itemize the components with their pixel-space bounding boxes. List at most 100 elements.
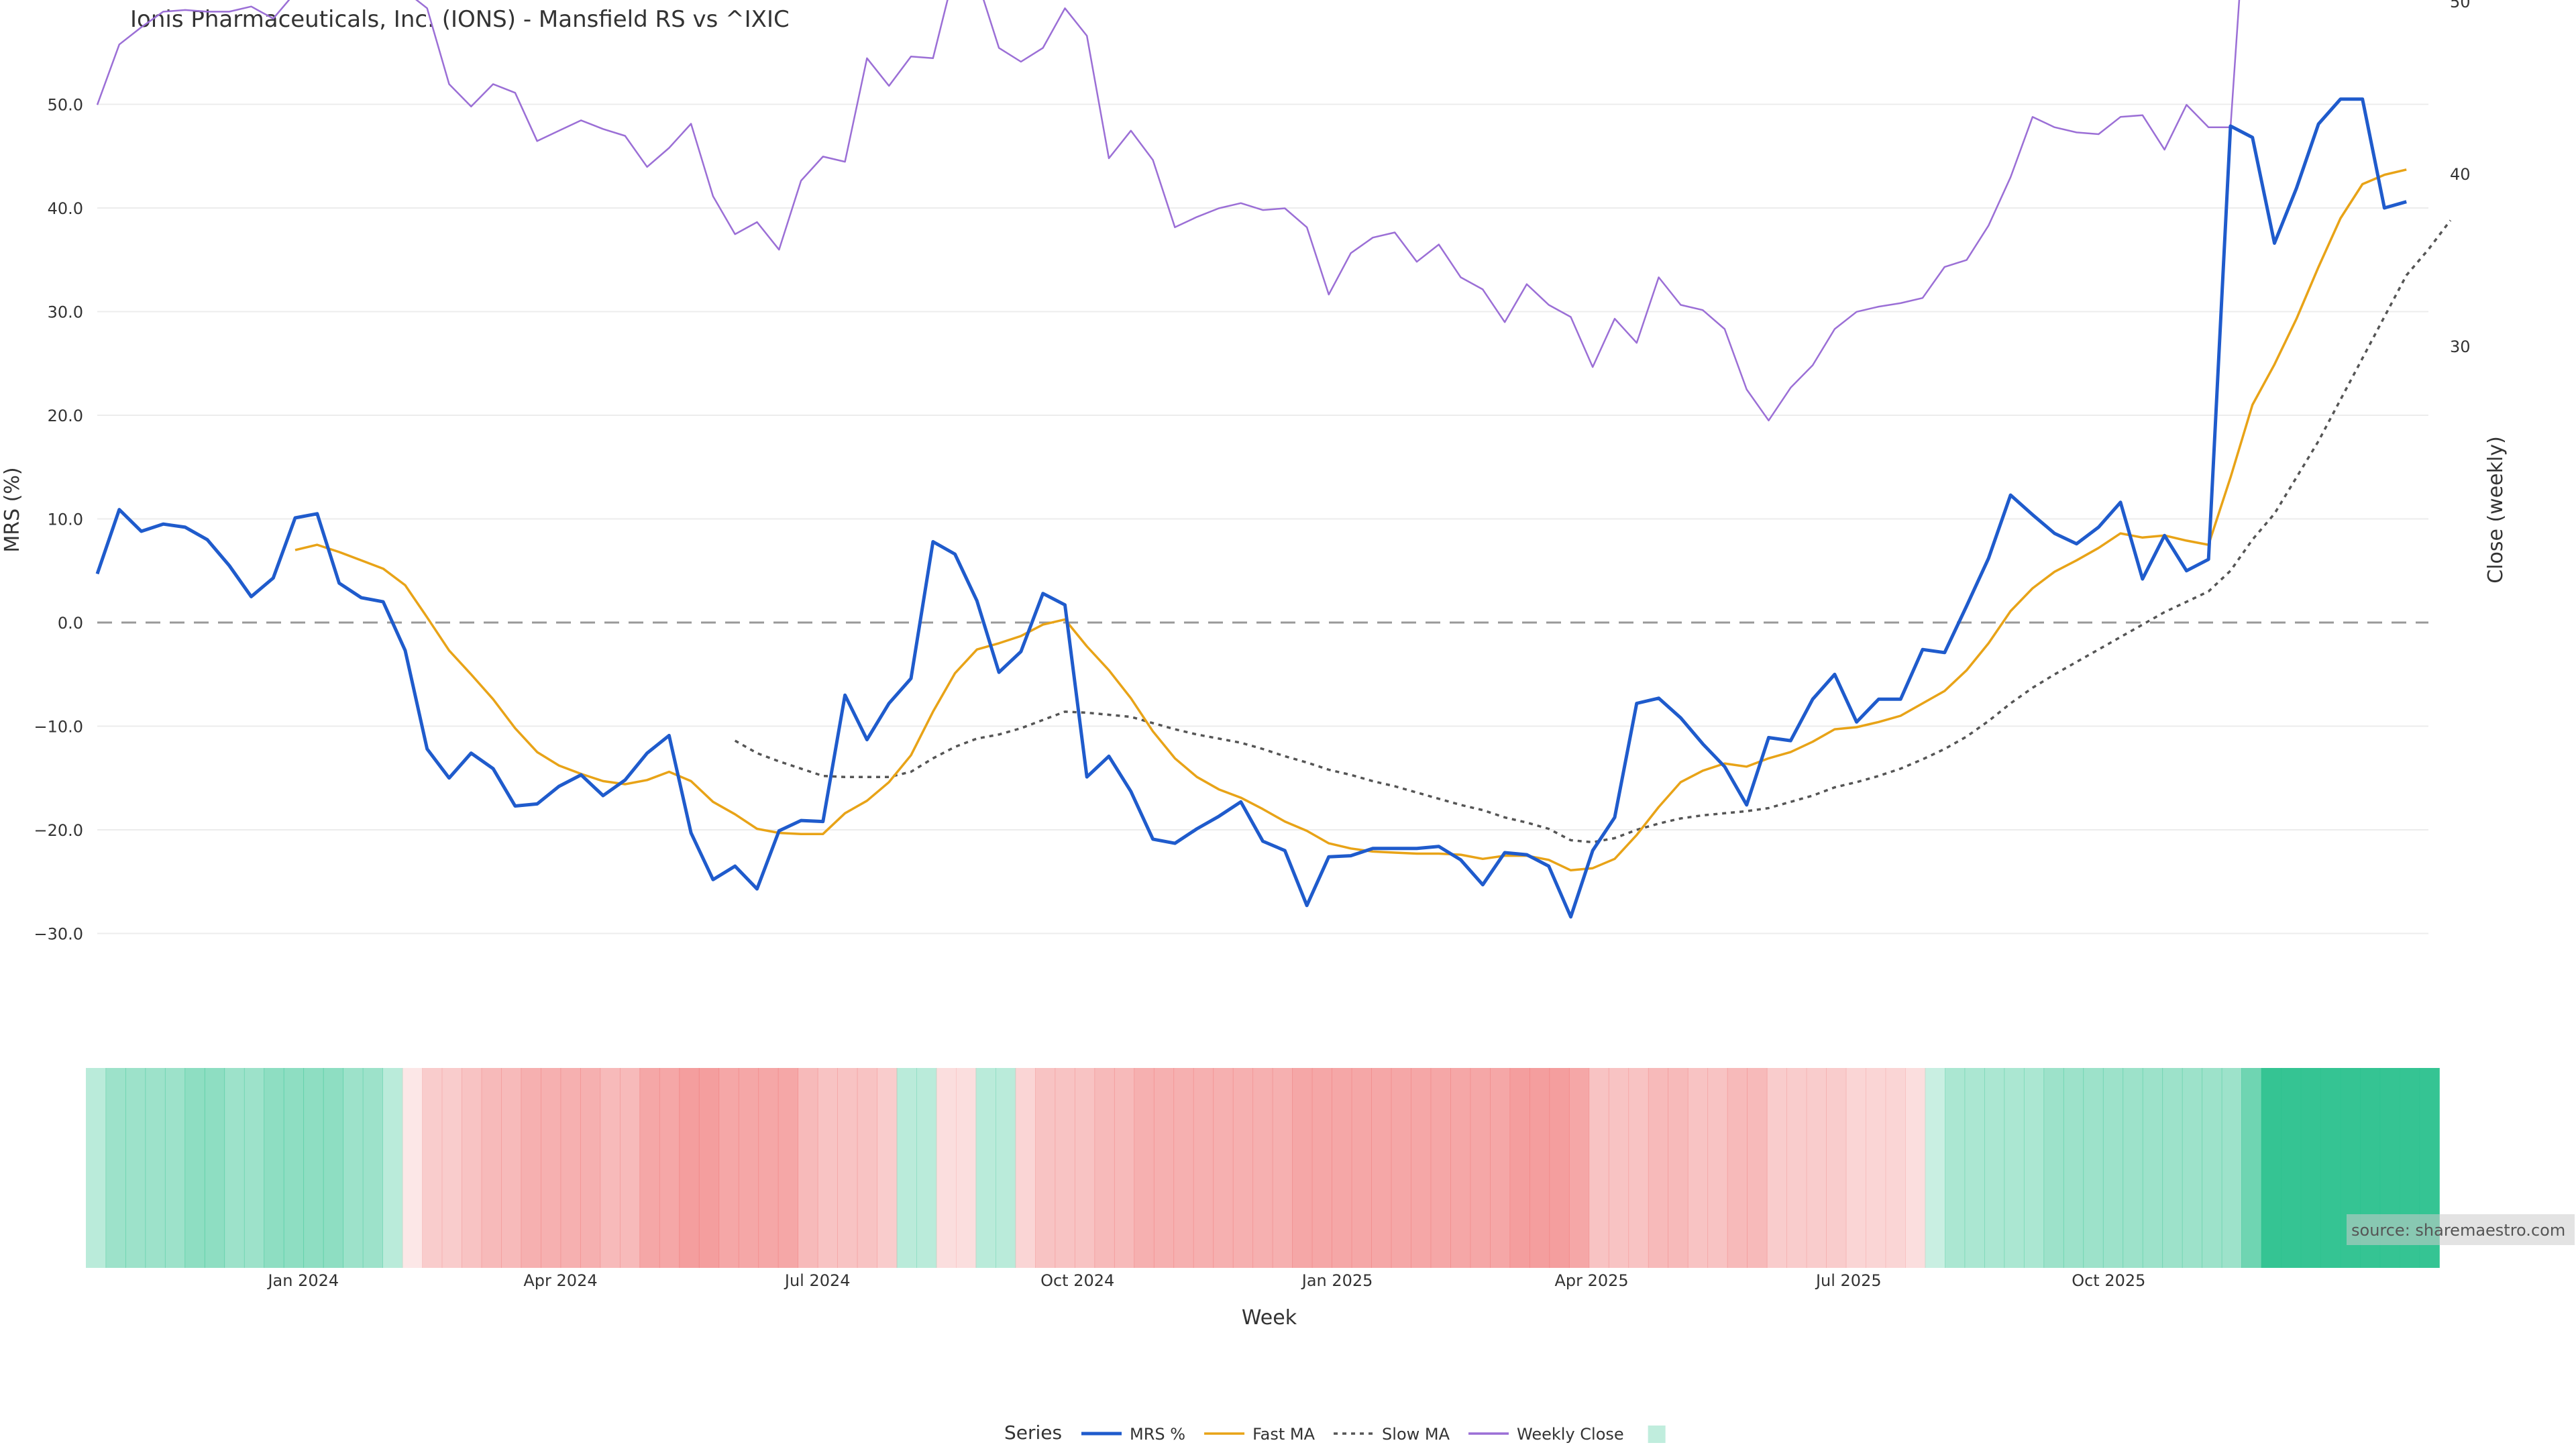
regime-cell [996,1068,1016,1268]
regime-cell [521,1068,541,1268]
right-tick-label: 30 [2450,337,2471,356]
regime-cell [1470,1068,1491,1268]
regime-cell [877,1068,898,1268]
legend-label: Slow MA [1382,1425,1450,1444]
regime-cell [125,1068,146,1268]
regime-cell [1034,1068,1056,1268]
source-label-text: source: sharemaestro.com [2351,1221,2565,1240]
regime-cell [1292,1068,1313,1268]
right-axis-ticks: 7060504030 [2450,0,2471,356]
regime-cell [1391,1068,1411,1268]
regime-cell [2043,1068,2064,1268]
regime-cell [560,1068,581,1268]
gridlines [97,103,2428,934]
source-label-background [2347,1214,2575,1245]
regime-cell [86,1068,107,1268]
left-tick-label: 20.0 [48,407,83,425]
left-tick-label: 50.0 [48,96,83,115]
source-label: source: sharemaestro.com [2347,1214,2575,1245]
regime-cell [1668,1068,1688,1268]
regime-cell [1766,1068,1787,1268]
x-tick-label: Jul 2025 [1815,1271,1882,1290]
left-tick-label: 10.0 [48,511,83,529]
series-line-slow-ma [734,219,2452,844]
regime-cell [975,1068,996,1268]
regime-cell [1411,1068,1432,1268]
right-tick-label: 40 [2450,165,2471,184]
legend-band-swatch [1648,1426,1666,1443]
legend-title: Series [1004,1421,1062,1444]
regime-cell [956,1068,977,1268]
regime-cell [105,1068,126,1268]
regime-cell [2241,1068,2262,1268]
x-tick-label: Apr 2024 [523,1271,597,1290]
regime-cell [303,1068,324,1268]
series-line-mrs [95,97,2407,919]
regime-cell [777,1068,799,1268]
legend-label: Fast MA [1252,1425,1316,1444]
regime-cell [1687,1068,1709,1268]
regime-cell [1866,1068,1886,1268]
regime-cell [896,1068,917,1268]
regime-cell [362,1068,383,1268]
left-axis-title: MRS (%) [1,467,24,552]
legend-item-fast-ma: Fast MA [1204,1425,1316,1444]
regime-cell [1806,1068,1827,1268]
regime-cell [1786,1068,1807,1268]
regime-cell [2004,1068,2025,1268]
regime-cell [2123,1068,2143,1268]
regime-cell [323,1068,344,1268]
legend-item-mrs: MRS % [1081,1425,1185,1444]
regime-cell [639,1068,660,1268]
regime-cell [1648,1068,1669,1268]
regime-cell [1114,1068,1135,1268]
right-axis-title: Close (weekly) [2484,436,2508,584]
regime-cell [204,1068,225,1268]
x-tick-label: Oct 2025 [2072,1271,2145,1290]
regime-cell [1134,1068,1155,1268]
regime-cell [402,1068,423,1268]
regime-cell [1252,1068,1273,1268]
regime-cell [2320,1068,2341,1268]
regime-cell [541,1068,561,1268]
regime-cell [1153,1068,1175,1268]
regime-cell [164,1068,186,1268]
regime-cell [718,1068,739,1268]
regime-cell [1628,1068,1649,1268]
regime-cell [817,1068,838,1268]
regime-cell [857,1068,877,1268]
regime-cell [501,1068,522,1268]
left-tick-label: 40.0 [48,199,83,218]
regime-cell [1213,1068,1234,1268]
x-tick-label: Jan 2024 [266,1271,339,1290]
x-axis-ticks: Jan 2024 Apr 2024 Jul 2024 Oct 2024 Jan 2025… [266,1271,2145,1290]
left-tick-label: 30.0 [48,303,83,322]
regime-cell [422,1068,443,1268]
regime-cell [1055,1068,1075,1268]
right-tick-label: 50 [2450,0,2471,11]
regime-cell [916,1068,937,1268]
regime-cell [2142,1068,2163,1268]
regime-cell [224,1068,245,1268]
left-tick-label: 0.0 [58,614,83,633]
regime-cell [1094,1068,1115,1268]
regime-cell [1845,1068,1866,1268]
regime-cell [2221,1068,2243,1268]
regime-cell [758,1068,779,1268]
regime-cell [1509,1068,1530,1268]
left-tick-label: −20.0 [34,821,83,840]
regime-cell [600,1068,621,1268]
regime-cell [1193,1068,1214,1268]
regime-cell [2063,1068,2084,1268]
left-tick-label: −30.0 [34,925,83,944]
x-tick-label: Jul 2024 [784,1271,851,1290]
regime-cell [1727,1068,1748,1268]
regime-cell [1351,1068,1372,1268]
regime-cell [1311,1068,1332,1268]
regime-cell [2102,1068,2124,1268]
regime-cell [619,1068,641,1268]
series-group [95,0,2452,919]
regime-cell [343,1068,364,1268]
regime-cell [1272,1068,1293,1268]
